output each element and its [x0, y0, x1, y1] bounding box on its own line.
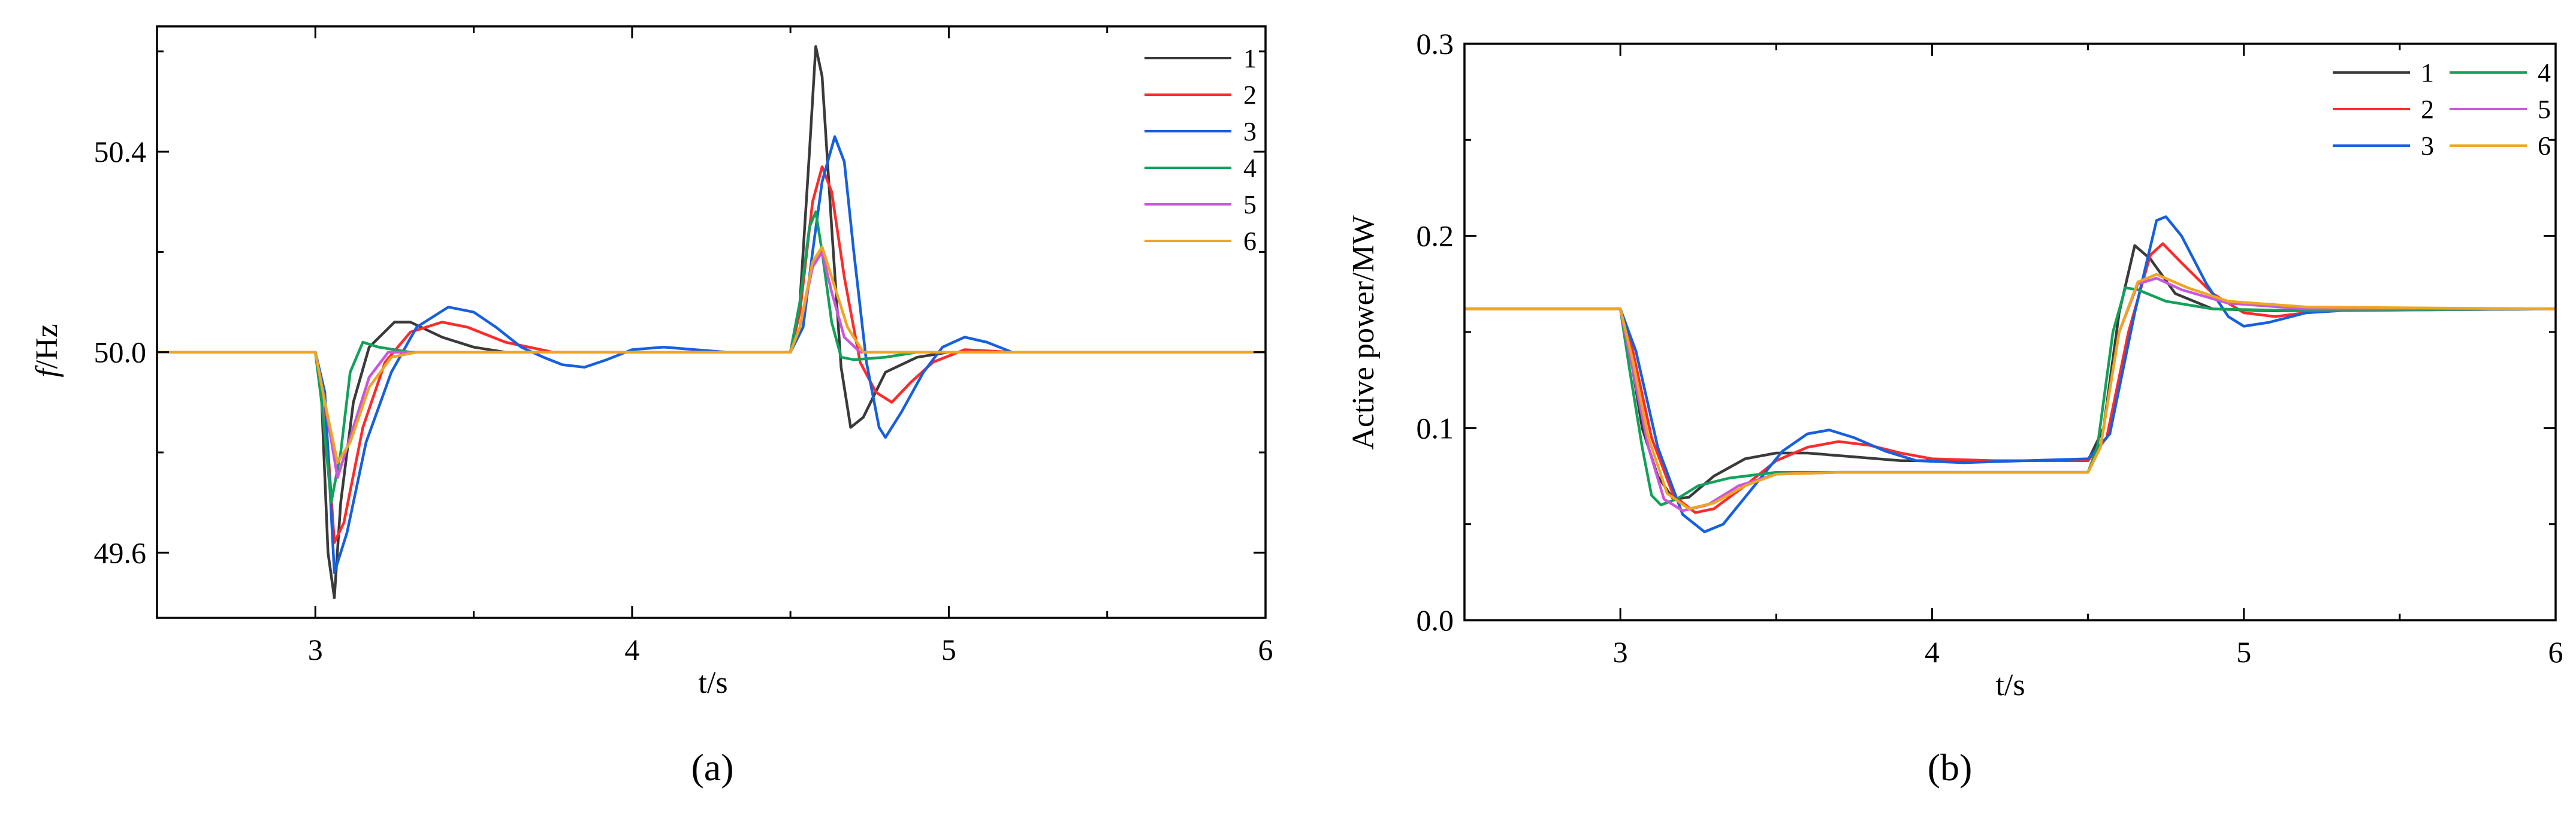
series-line-a-6 [157, 245, 1266, 464]
chart-a: 3 4 5 6 49.6 50.0 50.4 t/s f/Hz 1 2 3 4 5 6 [30, 25, 1273, 700]
caption-a: (a) [691, 746, 733, 789]
legend-a: 1 2 3 4 5 6 [1144, 44, 1257, 256]
series-line-a-4 [157, 210, 1266, 504]
series-line-b-2 [1464, 242, 2556, 514]
legend-label-a-2: 2 [1243, 80, 1257, 110]
legend-b: 1 2 3 4 5 6 [2333, 58, 2551, 161]
x-tick-label-b: 4 [1925, 635, 1940, 669]
plot-frame-a [156, 25, 1267, 619]
y-tick-label-b: 0.0 [1417, 603, 1454, 637]
legend-label-a-4: 4 [1243, 153, 1257, 183]
legend-label-b-3: 3 [2421, 131, 2434, 161]
y-axis-title-unit-a: /Hz [30, 324, 64, 369]
legend-label-a-5: 5 [1243, 190, 1257, 219]
legend-label-a-1: 1 [1243, 44, 1257, 73]
chart-b: 3 4 5 6 0.0 0.1 0.2 0.3 t/s Active power/MW 1 2 3 4 5 6 [1346, 27, 2563, 702]
y-tick-label-b: 0.1 [1417, 411, 1454, 445]
legend-label-a-3: 3 [1243, 117, 1257, 146]
legend-label-a-6: 6 [1243, 227, 1257, 256]
x-tick-label-a: 6 [1258, 633, 1273, 666]
series-line-b-5 [1464, 276, 2556, 512]
series-line-a-1 [157, 45, 1266, 599]
series-line-b-6 [1464, 273, 2556, 511]
x-axis-title-b: t/s [1995, 668, 2025, 702]
legend-label-b-4: 4 [2538, 58, 2551, 87]
legend-label-b-5: 5 [2538, 95, 2551, 124]
x-tick-label-a: 3 [308, 633, 323, 666]
legend-label-b-1: 1 [2421, 58, 2434, 87]
x-tick-label-b: 5 [2236, 635, 2251, 669]
series-group-b [1464, 215, 2556, 533]
legend-label-b-2: 2 [2421, 95, 2434, 124]
x-axis-title-a: t/s [698, 666, 727, 700]
legend-label-b-6: 6 [2538, 131, 2551, 161]
series-line-a-3 [157, 135, 1266, 574]
y-tick-label-a: 49.6 [94, 536, 147, 569]
y-tick-label-b: 0.3 [1417, 27, 1454, 61]
series-line-a-2 [157, 165, 1266, 544]
x-tick-label-a: 5 [941, 633, 956, 666]
y-axis-title-b: Active power/MW [1346, 215, 1381, 449]
y-tick-label-a: 50.0 [94, 336, 147, 369]
series-line-b-3 [1464, 215, 2556, 533]
y-tick-label-b: 0.2 [1417, 219, 1454, 253]
x-tick-label-a: 4 [624, 633, 639, 666]
y-axis-title-a: f/Hz [30, 324, 64, 378]
x-tick-label-b: 3 [1613, 635, 1628, 669]
x-tick-label-b: 6 [2548, 635, 2563, 669]
series-group-a [157, 45, 1266, 599]
caption-b: (b) [1928, 746, 1973, 789]
y-tick-label-a: 50.4 [94, 135, 147, 168]
